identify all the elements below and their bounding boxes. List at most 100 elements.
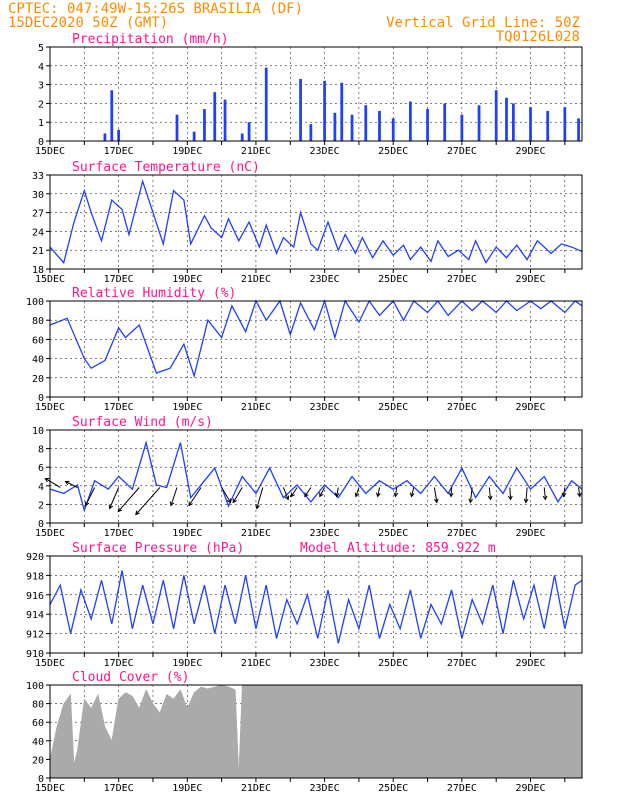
pres-xtick-label: 17DEC: [104, 658, 134, 669]
wind-arrow-head: [226, 498, 232, 504]
temp-xtick-label: 19DEC: [172, 274, 202, 285]
precip-bar: [117, 129, 121, 141]
temp-xtick-label: 21DEC: [241, 274, 271, 285]
wind-ytick-label: 2: [38, 500, 44, 511]
precip-bar: [309, 124, 313, 141]
rh-xtick-label: 15DEC: [35, 402, 65, 413]
wind-arrow-shaft: [45, 478, 61, 488]
pres-xtick-label: 15DEC: [35, 658, 65, 669]
rh-ytick-label: 60: [32, 335, 44, 346]
rh-panel: 0 20 40 60 80 100 15DEC 17DEC 19DEC 21DEC 23DEC 25D…: [26, 286, 583, 413]
cloud-xtick-label: 23DEC: [310, 783, 340, 794]
rh-ytick-label: 100: [26, 297, 44, 308]
rh-xtick-label: 17DEC: [104, 402, 134, 413]
wind-arrow-shaft: [336, 487, 339, 497]
wind-arrow-shaft: [282, 487, 289, 500]
wind-arrow-shaft: [65, 481, 78, 488]
temp-xtick-label: 15DEC: [35, 274, 65, 285]
pres-frame: [49, 555, 583, 654]
cloud-ytick-label: 20: [32, 755, 44, 766]
precip-title: Precipitation (mm/h): [72, 32, 229, 47]
wind-xtick-label: 15DEC: [35, 528, 65, 539]
precip-bar: [409, 101, 412, 141]
wind-arrow: [376, 487, 381, 498]
temp-series-line: [49, 178, 583, 265]
vertical-grid-label: Vertical Grid Line: 50Z: [386, 15, 580, 31]
precip-bar: [391, 118, 395, 141]
wind-arrow: [282, 487, 290, 501]
station-label: CPTEC: 047:49W-15:26S BRASILIA (DF): [8, 1, 303, 17]
wind-arrow: [108, 487, 120, 510]
cloud-ytick-label: 80: [32, 700, 44, 711]
wind-arrow-shaft: [394, 487, 398, 497]
wind-xtick-label: 27DEC: [447, 528, 477, 539]
rh-xtick-label: 29DEC: [515, 402, 545, 413]
wind-xtick-label: 19DEC: [172, 528, 202, 539]
precip-bar: [175, 114, 179, 141]
wind-arrow: [409, 487, 415, 498]
wind-arrow-head: [542, 495, 548, 501]
rh-ytick-label: 0: [38, 393, 44, 404]
wind-arrow-shaft: [256, 487, 264, 509]
wind-arrow-head: [468, 498, 474, 504]
wind-arrow-shaft: [109, 487, 120, 509]
wind-arrow-head: [508, 495, 513, 501]
pres-xtick-label: 25DEC: [378, 658, 408, 669]
precip-xtick-label: 21DEC: [241, 146, 271, 157]
wind-arrow-head: [284, 495, 290, 501]
rh-xtick-label: 21DEC: [241, 402, 271, 413]
wind-arrow: [487, 487, 493, 501]
cloud-ytick-label: 100: [26, 681, 44, 692]
precip-bar: [350, 114, 354, 141]
wind-arrow-head: [433, 498, 439, 504]
wind-series-line: [49, 440, 583, 513]
wind-arrow-shaft: [469, 487, 473, 503]
rh-xtick-label: 27DEC: [447, 402, 477, 413]
wind-arrow-head: [409, 492, 415, 498]
wind-arrow-head: [44, 477, 50, 483]
pres-ytick-label: 918: [26, 571, 44, 582]
precip-bar: [505, 97, 508, 141]
precip-bar: [426, 109, 429, 141]
wind-arrow: [304, 487, 312, 498]
wind-arrow-head: [523, 498, 529, 504]
cloud-xtick-label: 21DEC: [241, 783, 271, 794]
cloud-area: [49, 684, 583, 779]
rh-ytick-label: 20: [32, 374, 44, 385]
precip-ytick-label: 1: [38, 118, 44, 129]
temp-xtick-label: 23DEC: [310, 274, 340, 285]
cloud-xtick-label: 29DEC: [515, 783, 545, 794]
wind-xtick-label: 29DEC: [515, 528, 545, 539]
precip-bar: [494, 90, 498, 141]
wind-arrow-head: [108, 504, 114, 510]
wind-arrow-shaft: [509, 487, 512, 500]
precip-ytick-label: 0: [38, 137, 44, 148]
temp-title: Surface Temperature (nC): [72, 160, 260, 175]
wind-arrow-head: [64, 480, 70, 486]
wind-arrow-head: [354, 492, 360, 498]
pres-ytick-label: 912: [26, 630, 44, 641]
wind-arrow: [290, 487, 298, 498]
wind-arrow: [468, 487, 474, 504]
wind-arrow: [255, 487, 264, 510]
cloud-ytick-label: 40: [32, 737, 44, 748]
wind-arrow-shaft: [488, 487, 492, 500]
wind-arrow: [44, 477, 61, 488]
rh-xtick-label: 23DEC: [310, 402, 340, 413]
precip-bar: [546, 110, 550, 141]
precip-bar: [340, 82, 344, 141]
wind-arrow: [221, 487, 232, 504]
wind-arrow-shaft: [410, 487, 415, 497]
wind-arrow-shaft: [170, 487, 178, 506]
wind-arrow: [169, 487, 178, 507]
wind-arrow-head: [117, 507, 123, 513]
temp-ytick-label: 18: [32, 265, 44, 276]
wind-arrow-shaft: [135, 487, 161, 515]
wind-arrow: [576, 487, 582, 498]
wind-arrow: [561, 487, 567, 498]
wind-arrow-shaft: [117, 487, 140, 512]
rh-xtick-label: 19DEC: [172, 402, 202, 413]
wind-arrow-shaft: [304, 487, 312, 497]
precip-bar: [247, 122, 251, 141]
